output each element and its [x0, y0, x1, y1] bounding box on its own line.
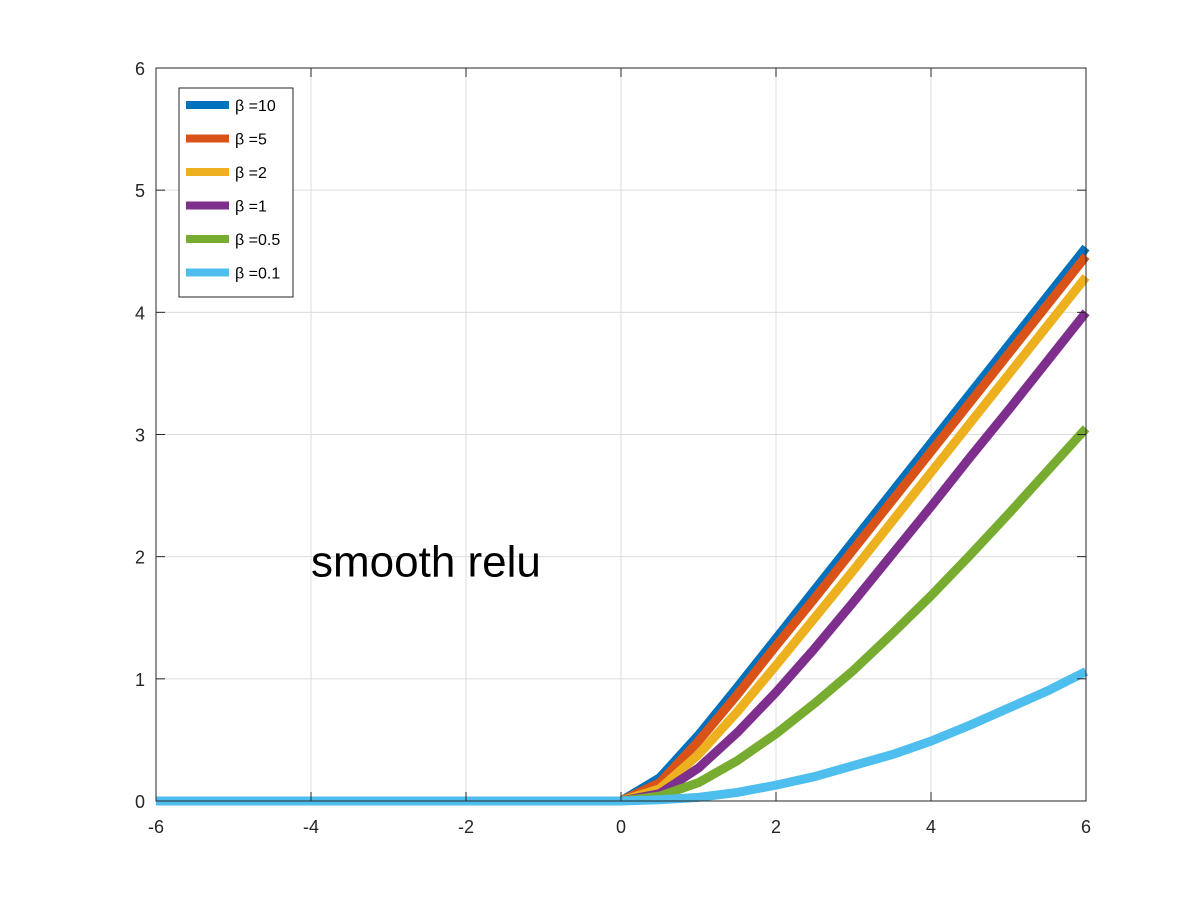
legend-box: [178, 87, 294, 298]
x-tick-label: -2: [458, 817, 474, 837]
x-tick-label: 0: [616, 817, 626, 837]
legend: β =10 β =5 β =2 β =1 β =0.5 β =0.1: [178, 87, 294, 298]
legend-label: β =5: [235, 132, 267, 149]
y-tick-label: 1: [135, 670, 145, 690]
y-tick-label: 0: [135, 792, 145, 812]
legend-label: β =1: [235, 199, 267, 216]
x-tick-label: 2: [771, 817, 781, 837]
y-tick-label: 2: [135, 548, 145, 568]
y-tick-label: 4: [135, 303, 145, 323]
y-tick-label: 5: [135, 181, 145, 201]
axis-ticks: -6 -4 -2 0 2 4 6 0 1 2 3 4 5 6: [135, 59, 1091, 837]
legend-label: β =10: [235, 98, 276, 115]
legend-label: β =0.1: [235, 266, 280, 283]
y-tick-label: 6: [135, 59, 145, 79]
y-tick-label: 3: [135, 426, 145, 446]
chart-annotation: smooth relu: [311, 538, 541, 587]
x-tick-label: 4: [926, 817, 936, 837]
x-tick-label: -4: [303, 817, 319, 837]
legend-label: β =2: [235, 165, 267, 182]
x-tick-label: 6: [1081, 817, 1091, 837]
legend-label: β =0.5: [235, 232, 280, 249]
x-tick-label: -6: [148, 817, 164, 837]
